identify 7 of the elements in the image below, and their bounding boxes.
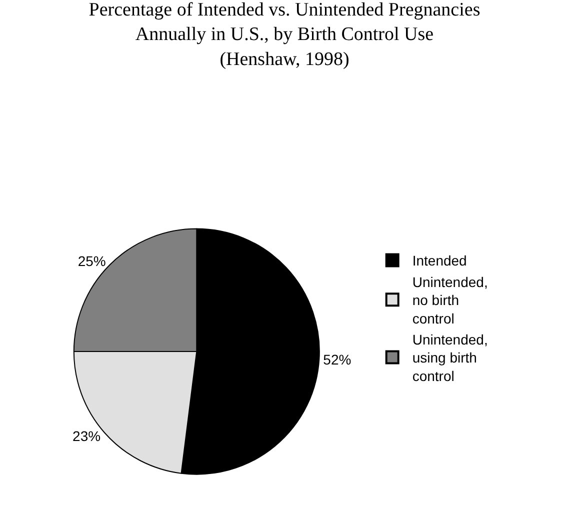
data-label: 52%: [323, 351, 352, 368]
legend-label: Unintended, no birth control: [412, 274, 488, 326]
data-label: 23%: [72, 428, 101, 444]
legend-label: Intended: [412, 252, 467, 269]
legend-label: Unintended, using birth control: [412, 332, 488, 384]
data-label: 25%: [78, 252, 106, 269]
chart-title: Percentage of Intended vs. Unintended Pregnancies Annually in U.S., by Birth Control Use (Henshaw, 1998): [88, 0, 480, 70]
